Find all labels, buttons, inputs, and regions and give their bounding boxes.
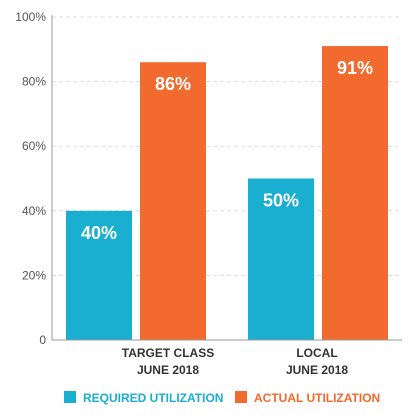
bar-actual-0	[140, 62, 206, 340]
x-category-label: LOCAL	[296, 346, 337, 360]
bar-required-1	[248, 178, 314, 340]
x-category-label: JUNE 2018	[137, 363, 199, 377]
y-tick-label: 20%	[22, 268, 46, 282]
y-axis-ticks: 0 20% 40% 60% 80% 100%	[15, 10, 46, 347]
axes	[51, 15, 402, 341]
y-tick-label: 40%	[22, 204, 46, 218]
legend-label: ACTUAL UTILIZATION	[254, 391, 380, 405]
category-labels: TARGET CLASS JUNE 2018 LOCAL JUNE 2018	[122, 346, 349, 377]
y-tick-label: 0	[39, 333, 46, 347]
legend-swatch	[235, 391, 247, 403]
legend-label: REQUIRED UTILIZATION	[83, 391, 223, 405]
x-category-label: JUNE 2018	[286, 363, 348, 377]
data-label: 50%	[263, 191, 299, 211]
data-label: 40%	[81, 223, 117, 243]
y-tick-label: 60%	[22, 139, 46, 153]
bar-required-0	[66, 210, 132, 340]
y-tick-label: 100%	[15, 10, 46, 24]
data-label: 91%	[337, 58, 373, 78]
y-tick-label: 80%	[22, 75, 46, 89]
data-label: 86%	[155, 74, 191, 94]
bars: 40% 86% 50% 91%	[66, 46, 388, 340]
legend: REQUIRED UTILIZATION ACTUAL UTILIZATION	[64, 391, 380, 405]
legend-swatch	[64, 391, 76, 403]
bar-actual-1	[322, 46, 388, 340]
x-category-label: TARGET CLASS	[122, 346, 214, 360]
